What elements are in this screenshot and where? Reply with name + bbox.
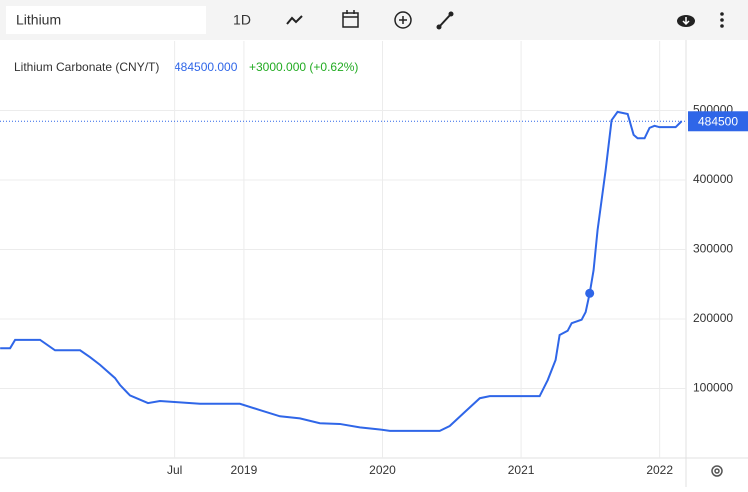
price-tag [688,111,748,132]
y-tick-label: 200000 [693,311,733,325]
search-text: Lithium [16,12,61,28]
x-tick-label: 2021 [508,463,535,477]
add-icon[interactable] [394,11,412,29]
x-tick-label: 2022 [646,463,673,477]
download-icon[interactable] [677,15,695,27]
x-tick-label: Jul [167,463,182,477]
y-tick-label: 100000 [693,381,733,395]
settings-icon[interactable] [711,465,723,477]
menu-icon[interactable] [720,12,724,28]
y-tick-label: 400000 [693,172,733,186]
price-tag-label: 484500 [698,114,738,128]
calendar-icon[interactable] [342,10,359,28]
draw-icon[interactable] [436,11,454,30]
legend-last-value: 484500.000 [174,60,238,74]
interval-button[interactable]: 1D [233,12,251,28]
search-box[interactable] [6,6,206,34]
hover-marker [585,288,595,298]
chart-type-icon[interactable] [286,15,303,25]
legend-title: Lithium Carbonate (CNY/T) [14,60,159,74]
price-line [0,110,683,432]
y-tick-label: 300000 [693,242,733,256]
x-tick-label: 2020 [369,463,396,477]
legend-change: +3000.000 (+0.62%) [249,60,358,74]
x-tick-label: 2019 [231,463,258,477]
